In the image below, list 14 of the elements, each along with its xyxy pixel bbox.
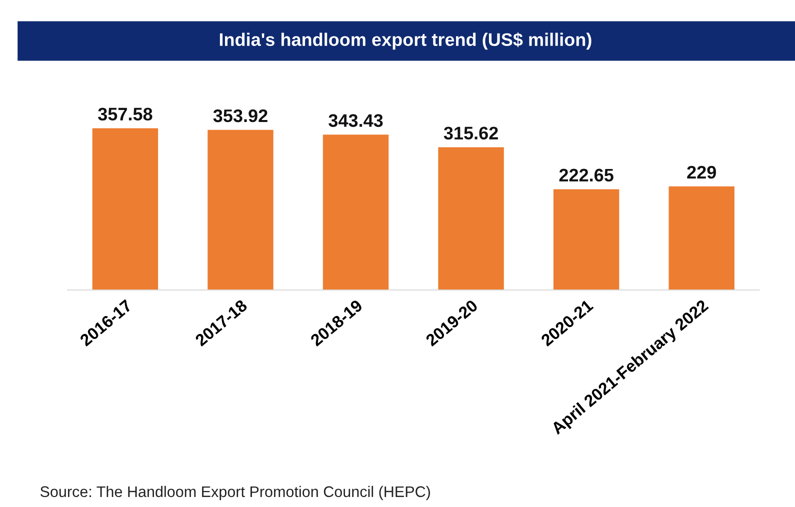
data-label: 353.92 bbox=[213, 109, 268, 122]
bar bbox=[322, 134, 389, 290]
data-label: 315.62 bbox=[444, 126, 498, 140]
bar bbox=[92, 128, 158, 290]
data-label: 222.65 bbox=[559, 168, 614, 182]
data-label: 357.58 bbox=[98, 108, 152, 121]
data-label: 343.43 bbox=[328, 114, 383, 127]
source-note: Source: The Handloom Export Promotion Council (HEPC) bbox=[40, 486, 430, 500]
chart-title: India's handloom export trend (US$ million) bbox=[220, 32, 592, 50]
data-label: 229 bbox=[687, 166, 716, 179]
bar bbox=[438, 147, 504, 290]
bar bbox=[668, 186, 734, 290]
bar bbox=[553, 189, 620, 290]
bar bbox=[208, 130, 274, 290]
